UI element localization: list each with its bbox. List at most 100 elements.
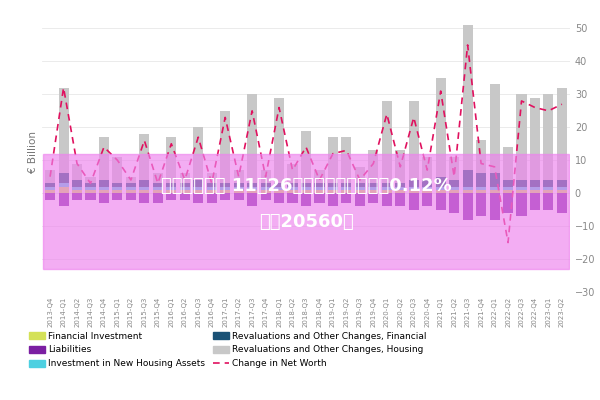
Bar — [59, 186, 68, 193]
Bar — [59, 193, 68, 206]
Bar — [287, 183, 298, 186]
Bar — [287, 193, 298, 203]
Bar — [233, 190, 244, 193]
Bar — [85, 193, 95, 200]
Legend: Financial Investment, Liabilities, Investment in New Housing Assets, Revaluation: Financial Investment, Liabilities, Inves… — [29, 332, 427, 368]
Bar — [476, 190, 486, 193]
Bar — [557, 190, 567, 193]
Bar — [112, 190, 122, 193]
Bar — [368, 186, 379, 190]
Bar — [436, 190, 446, 193]
Bar — [490, 193, 500, 220]
Bar — [247, 94, 257, 183]
Bar — [557, 193, 567, 213]
Bar — [193, 190, 203, 193]
Bar — [99, 180, 109, 186]
Bar — [449, 180, 459, 186]
Bar — [544, 180, 553, 186]
Bar — [328, 183, 338, 186]
Bar — [45, 190, 55, 193]
Bar — [557, 88, 567, 180]
Bar — [166, 190, 176, 193]
Bar — [247, 186, 257, 190]
Bar — [355, 186, 365, 190]
Bar — [449, 193, 459, 213]
Bar — [463, 170, 473, 186]
Bar — [206, 190, 217, 193]
Bar — [45, 170, 55, 183]
Bar — [368, 190, 379, 193]
Bar — [139, 193, 149, 203]
Bar — [153, 190, 163, 193]
Bar — [382, 101, 392, 183]
Bar — [517, 193, 527, 216]
Bar — [206, 183, 217, 186]
Y-axis label: € Billion: € Billion — [28, 131, 38, 173]
Bar — [166, 137, 176, 183]
Bar — [341, 183, 352, 186]
Bar — [476, 186, 486, 190]
Bar — [395, 183, 406, 186]
Bar — [43, 154, 569, 269]
Bar — [341, 193, 352, 203]
Bar — [112, 183, 122, 186]
Bar — [382, 193, 392, 206]
Bar — [260, 190, 271, 193]
Bar — [301, 190, 311, 193]
Bar — [180, 186, 190, 190]
Bar — [260, 186, 271, 190]
Bar — [382, 183, 392, 186]
Bar — [341, 137, 352, 183]
Bar — [490, 84, 500, 174]
Bar — [544, 193, 553, 210]
Bar — [328, 193, 338, 206]
Bar — [85, 183, 95, 186]
Bar — [274, 98, 284, 183]
Bar — [355, 167, 365, 183]
Bar — [139, 186, 149, 190]
Bar — [544, 190, 553, 193]
Bar — [544, 186, 553, 190]
Bar — [395, 190, 406, 193]
Bar — [220, 190, 230, 193]
Bar — [544, 94, 553, 180]
Bar — [274, 186, 284, 190]
Bar — [463, 25, 473, 170]
Bar — [274, 193, 284, 203]
Bar — [220, 111, 230, 183]
Bar — [247, 193, 257, 206]
Bar — [180, 193, 190, 200]
Bar — [530, 193, 540, 210]
Bar — [422, 193, 432, 206]
Bar — [530, 190, 540, 193]
Bar — [382, 186, 392, 190]
Bar — [422, 157, 432, 180]
Bar — [301, 130, 311, 183]
Bar — [45, 183, 55, 186]
Bar — [476, 140, 486, 174]
Bar — [503, 190, 513, 193]
Bar — [530, 186, 540, 190]
Bar — [436, 78, 446, 177]
Bar — [355, 193, 365, 206]
Bar — [382, 190, 392, 193]
Bar — [233, 193, 244, 200]
Bar — [260, 170, 271, 183]
Bar — [314, 193, 325, 203]
Bar — [206, 174, 217, 183]
Bar — [85, 186, 95, 190]
Bar — [274, 183, 284, 186]
Bar — [72, 164, 82, 180]
Bar — [463, 186, 473, 190]
Bar — [112, 157, 122, 183]
Bar — [395, 193, 406, 206]
Bar — [517, 190, 527, 193]
Bar — [314, 190, 325, 193]
Bar — [59, 174, 68, 183]
Bar — [517, 94, 527, 180]
Bar — [301, 186, 311, 190]
Bar — [99, 193, 109, 203]
Bar — [220, 193, 230, 200]
Bar — [368, 183, 379, 186]
Bar — [126, 186, 136, 190]
